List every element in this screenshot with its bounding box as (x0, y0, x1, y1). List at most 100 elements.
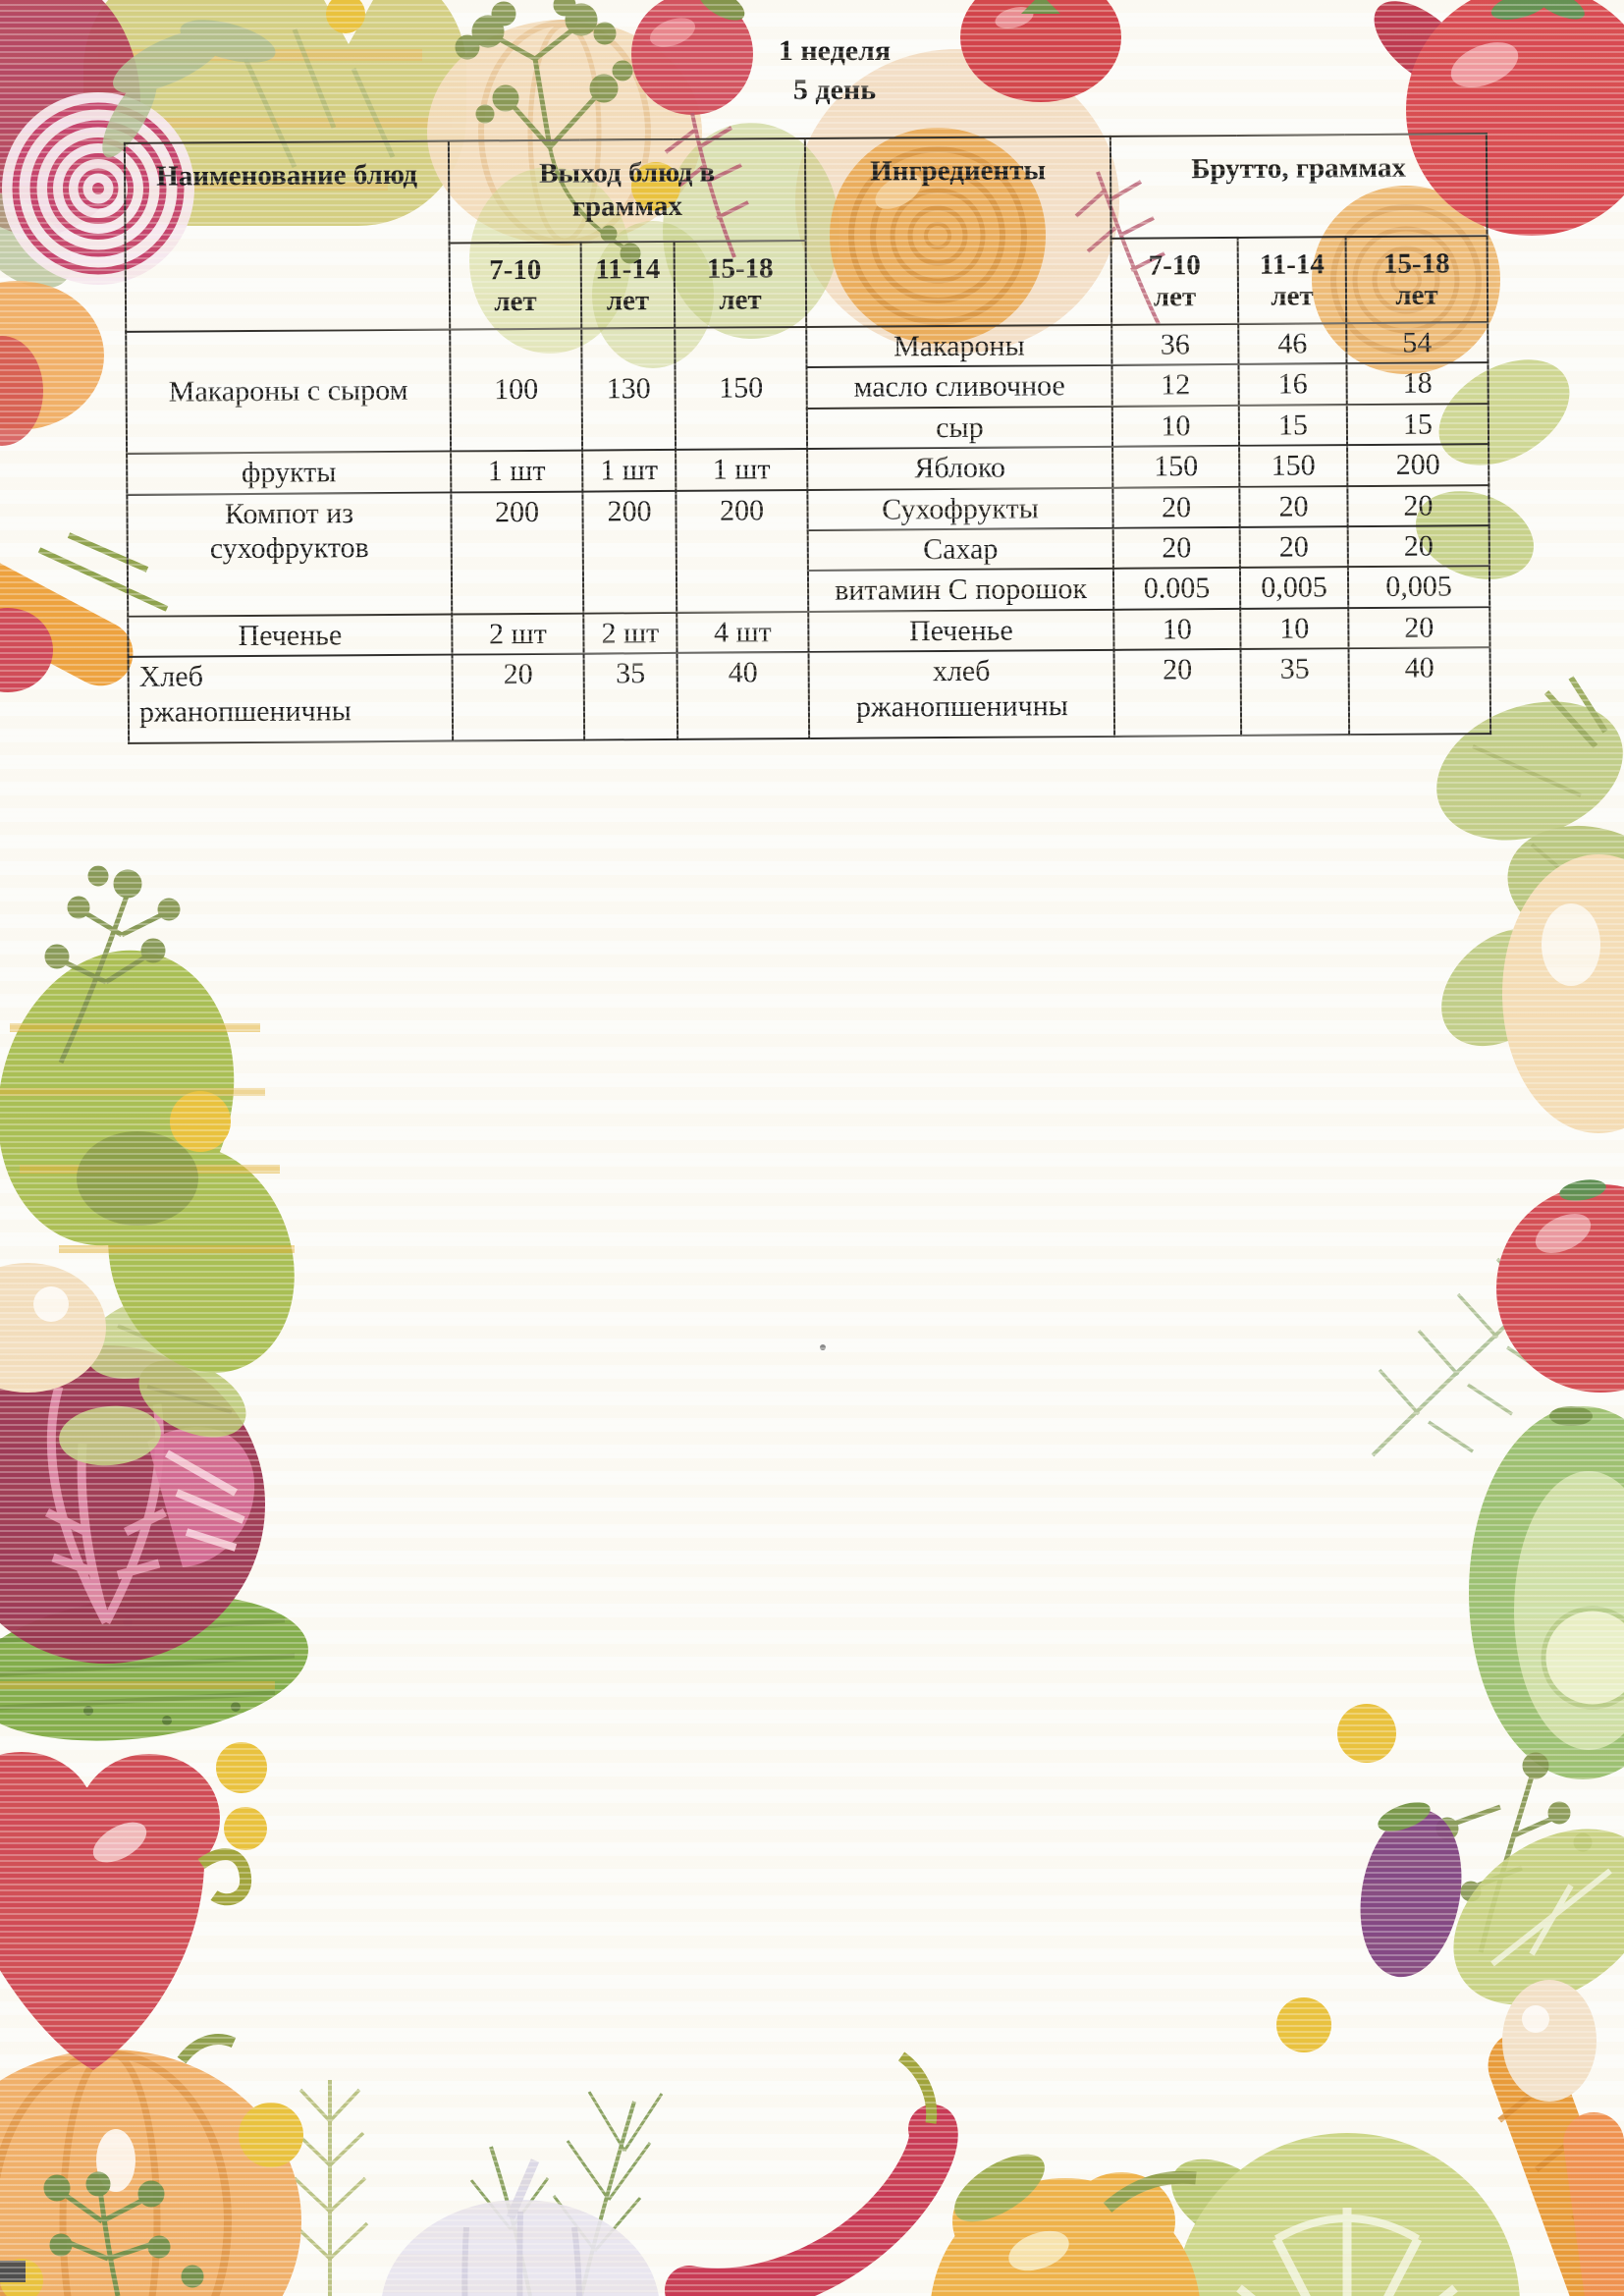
ingredient-cell: сыр (806, 406, 1113, 450)
brutto-cell: 15 (1346, 403, 1489, 446)
ingredient-cell: хлеб ржанопшеничны (808, 649, 1115, 739)
dish-name-cell: Хлеб ржанопшеничны (128, 654, 454, 743)
dish-name-cell: Компот из сухофруктов (127, 492, 453, 617)
col-header-dish: Наименование блюд (124, 140, 451, 332)
parsley-top-icon (455, 0, 641, 264)
age-col-header: 7-10 лет (449, 242, 582, 330)
brutto-cell: 10 (1240, 607, 1349, 650)
ingredient-cell: Сахар (807, 527, 1113, 572)
ingredient-cell: масло сливочное (806, 365, 1112, 409)
col-header-brutto: Брутто, граммах (1110, 134, 1488, 239)
yellow-dot-icon (239, 2103, 303, 2167)
brutto-cell: 20 (1348, 606, 1490, 649)
brutto-cell: 20 (1239, 485, 1348, 527)
brutto-cell: 46 (1238, 323, 1347, 365)
yellow-dot-icon (326, 0, 365, 33)
dish-name-cell: Макароны с сыром (126, 329, 452, 455)
parsley-icon (43, 2171, 204, 2296)
output-cell: 100 (450, 328, 583, 452)
brutto-cell: 20 (1113, 649, 1242, 737)
page-title: 1 неделя 5 день (69, 31, 1600, 109)
menu-table: Наименование блюд Выход блюд в граммах И… (124, 133, 1491, 744)
parsley-icon (44, 865, 181, 1065)
output-cell: 35 (583, 653, 678, 740)
brutto-cell: 20 (1112, 526, 1240, 570)
brutto-cell: 15 (1238, 404, 1348, 447)
output-cell: 4 шт (677, 611, 809, 654)
carrot-icon (0, 532, 169, 692)
yellow-dot-icon (216, 1742, 267, 1793)
brutto-cell: 10 (1113, 608, 1241, 650)
output-cell: 1 шт (582, 450, 677, 492)
yellow-dot-icon (224, 1807, 267, 1850)
table-header-row-1: Наименование блюд Выход блюд в граммах И… (124, 134, 1488, 332)
output-cell: 200 (676, 489, 809, 613)
day-label: 5 день (792, 73, 877, 106)
avocado-icon (1469, 1406, 1624, 1779)
yellow-dot-icon (1276, 1997, 1331, 2052)
onion-rings-icon (2, 92, 194, 285)
yellow-dot-icon (1337, 1704, 1396, 1763)
dish-name-cell: фрукты (127, 451, 452, 495)
yellow-dot-icon (631, 162, 680, 211)
output-cell: 150 (675, 327, 808, 451)
output-cell: 1 шт (451, 450, 583, 493)
brutto-cell: 0,005 (1239, 567, 1349, 609)
age-col-header: 15-18 лет (674, 241, 807, 328)
brutto-cell: 20 (1347, 525, 1489, 568)
brutto-cell: 20 (1347, 484, 1489, 527)
cabbage-icon (1171, 2133, 1520, 2296)
chili-icon (665, 2051, 958, 2296)
turnip-icon (1502, 854, 1624, 1133)
onion-slice-icon (830, 128, 1046, 344)
output-cell: 2 шт (583, 612, 677, 654)
pepper-icon (0, 1752, 252, 2070)
brutto-cell: 35 (1240, 648, 1350, 737)
brutto-cell: 0,005 (1347, 566, 1490, 608)
brutto-cell: 54 (1346, 322, 1489, 364)
brutto-cell: 10 (1111, 405, 1240, 448)
age-col-header: 15-18 лет (1345, 236, 1489, 324)
ingredient-cell: Макароны (806, 324, 1112, 368)
leaf-icon (1415, 359, 1570, 579)
brutto-cell: 36 (1111, 323, 1239, 366)
ingredient-cell: Печенье (808, 609, 1114, 653)
brutto-cell: 16 (1238, 363, 1347, 406)
age-col-header: 11-14 лет (580, 241, 676, 329)
eggplant-icon (1360, 1802, 1462, 1978)
brutto-cell: 40 (1348, 647, 1491, 736)
week-label: 1 неделя (778, 34, 892, 67)
garlic-icon (382, 2159, 659, 2296)
brutto-cell: 20 (1112, 486, 1240, 528)
ingredient-cell: Сухофрукты (807, 487, 1113, 530)
output-cell: 2 шт (452, 613, 584, 655)
brutto-cell: 0.005 (1112, 568, 1241, 610)
output-cell: 130 (581, 327, 677, 451)
onion-icon (0, 1263, 106, 1393)
brutto-cell: 150 (1112, 446, 1240, 488)
table-row: Хлеб ржанопшеничны 20 35 40 хлеб ржанопш… (128, 647, 1491, 743)
grass-icon (291, 2080, 369, 2296)
sage-leaves-icon (102, 20, 276, 158)
output-cell: 40 (677, 652, 810, 740)
tomato-icon (1496, 1179, 1624, 1393)
output-cell: 200 (451, 491, 584, 615)
pepper-icon (931, 2154, 1200, 2296)
radish-icon (631, 0, 753, 258)
onion-slice-icon (1312, 186, 1500, 374)
cucumber-icon (0, 950, 295, 1373)
col-header-ingredients: Ингредиенты (804, 136, 1112, 328)
brutto-cell: 18 (1346, 362, 1489, 405)
tomato-icon (1374, 0, 1624, 236)
turnip-icon (1502, 1980, 1597, 2102)
col-header-output: Выход блюд в граммах (448, 138, 806, 244)
age-col-header: 7-10 лет (1110, 237, 1239, 325)
carrot-piece-icon (0, 281, 104, 446)
brutto-cell: 150 (1239, 445, 1348, 487)
output-cell: 200 (582, 490, 677, 614)
brutto-cell: 200 (1347, 444, 1489, 486)
tomato-icon (960, 0, 1121, 102)
age-col-header: 11-14 лет (1237, 237, 1347, 324)
